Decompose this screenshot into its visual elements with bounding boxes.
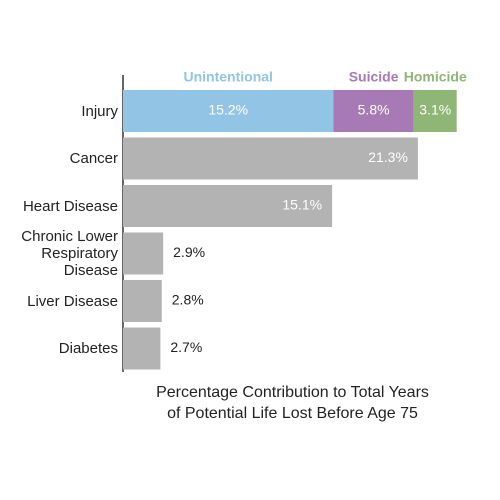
category-label: Diabetes	[58, 340, 118, 357]
bar-segment	[123, 90, 334, 132]
bar	[123, 232, 164, 275]
category-label: Liver Disease	[27, 292, 118, 310]
value-label: 2.9%	[173, 244, 205, 260]
value-label: 2.7%	[170, 339, 202, 355]
bar	[123, 327, 161, 370]
value-label: 3.1%	[419, 102, 451, 118]
legend-label: Suicide	[349, 69, 399, 85]
value-label: 5.8%	[358, 102, 390, 118]
value-label: 15.2%	[208, 102, 248, 118]
legend-label: Homicide	[404, 69, 467, 85]
bar	[123, 185, 333, 227]
value-label: 2.8%	[172, 292, 204, 308]
bar-segment	[413, 90, 457, 132]
value-label: 21.3%	[368, 149, 408, 165]
value-label: 15.1%	[282, 197, 322, 213]
category-label: Injury	[81, 102, 118, 120]
category-label: Cancer	[69, 150, 118, 167]
x-axis-label: Percentage Contribution to Total Years o…	[156, 384, 429, 422]
category-label: Heart Disease	[22, 197, 118, 215]
bar-segment	[333, 90, 414, 132]
legend-label: Unintentional	[184, 69, 273, 85]
bar	[123, 280, 162, 322]
bar	[123, 137, 418, 180]
category-label: Chronic Lower Respiratory Disease	[21, 228, 118, 279]
